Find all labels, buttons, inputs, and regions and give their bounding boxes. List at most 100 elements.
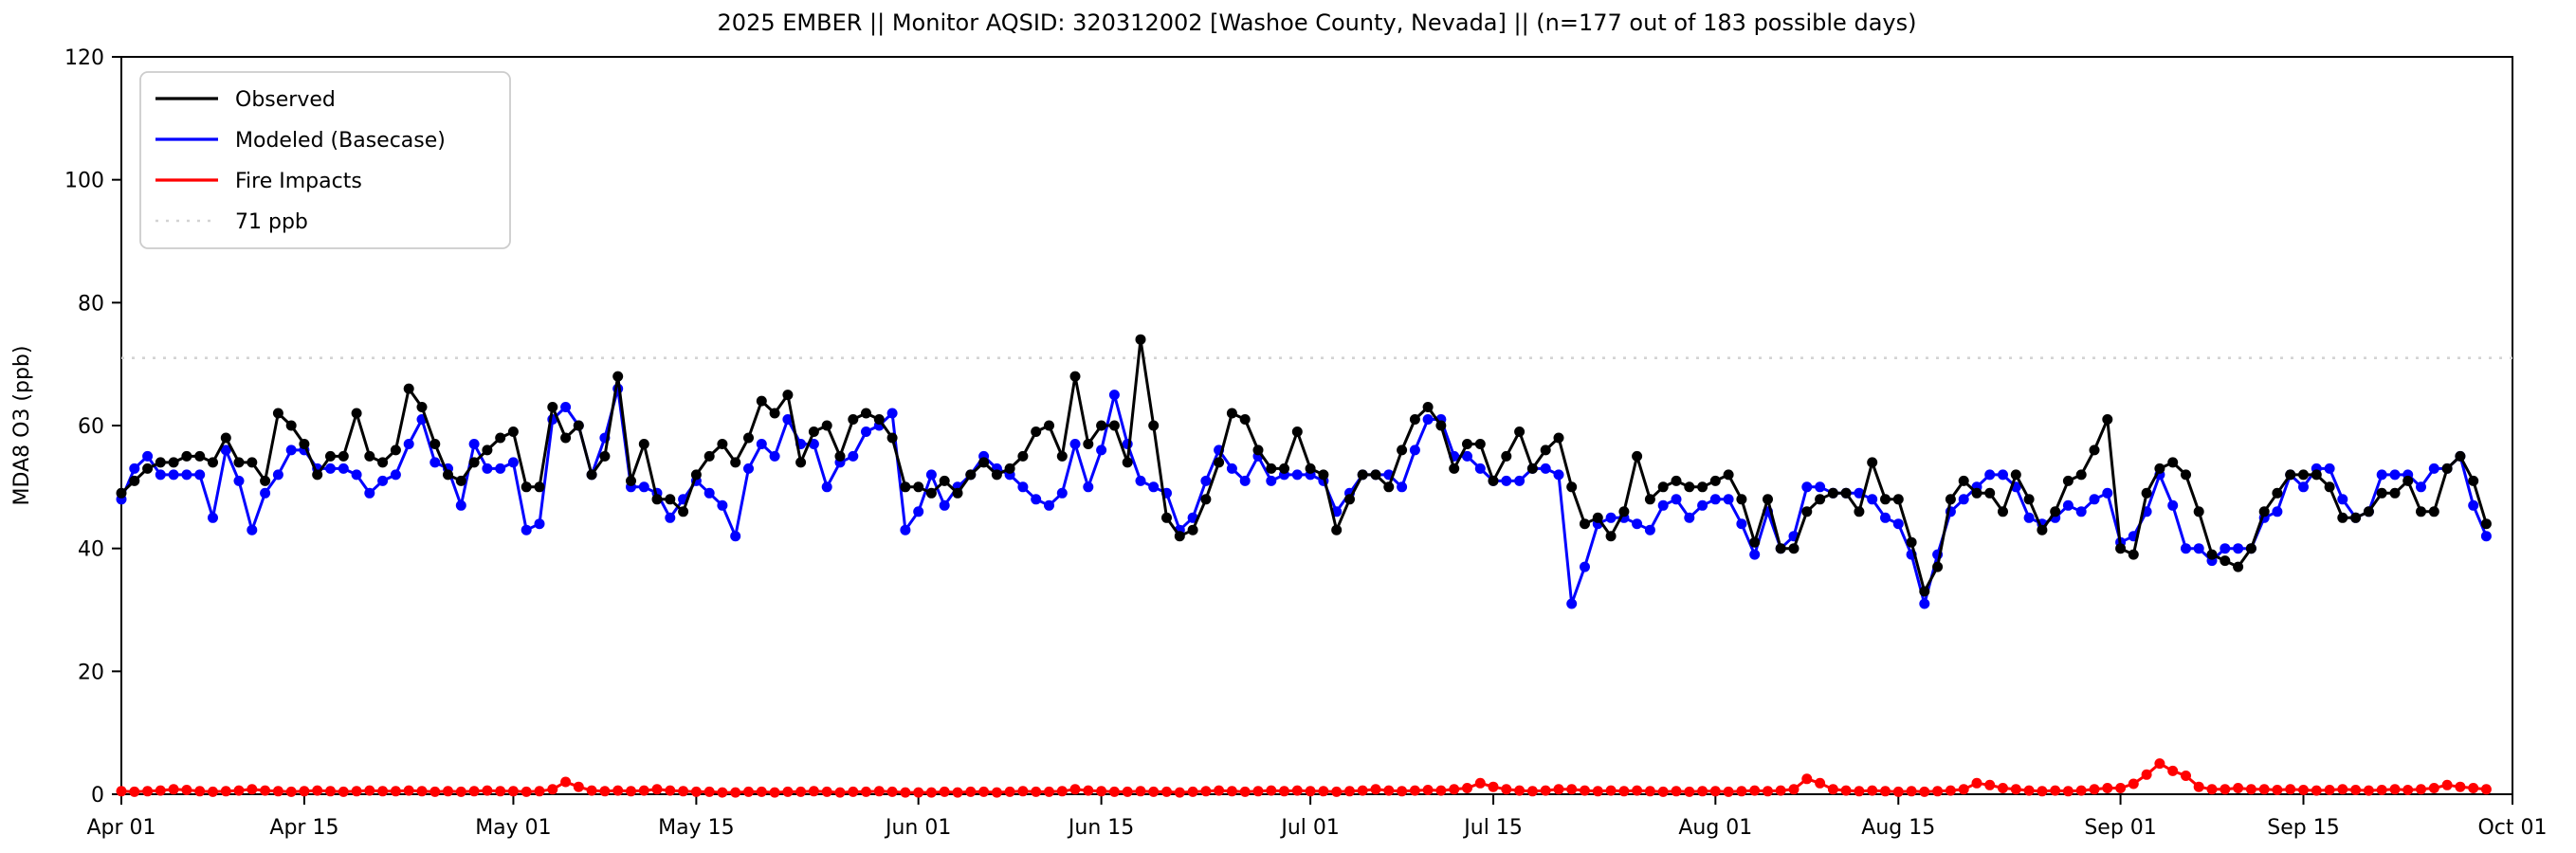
data-point <box>194 786 206 797</box>
data-point <box>2062 786 2074 797</box>
data-point <box>2075 469 2087 481</box>
data-point <box>1945 785 1956 796</box>
data-point <box>1736 518 1747 530</box>
data-point <box>1122 457 1133 468</box>
data-point <box>429 439 441 449</box>
data-point <box>638 785 649 796</box>
legend-label: Modeled (Basecase) <box>235 129 446 153</box>
series-line <box>119 387 2488 606</box>
data-point <box>1540 785 1551 796</box>
data-point <box>1723 786 1734 797</box>
data-point <box>2023 785 2035 796</box>
data-point <box>272 786 283 797</box>
data-point <box>925 469 937 481</box>
data-point <box>468 439 480 449</box>
data-point <box>861 408 871 419</box>
data-point <box>521 786 532 797</box>
x-tick-label: Jun 15 <box>1067 816 1134 840</box>
data-point <box>651 784 663 795</box>
data-point <box>2075 506 2087 517</box>
data-point <box>2416 784 2426 795</box>
data-point <box>351 786 362 797</box>
data-point <box>2023 512 2035 523</box>
data-point <box>886 432 898 444</box>
data-point <box>233 785 245 796</box>
data-point <box>547 402 558 412</box>
data-point <box>1488 475 1499 486</box>
data-point <box>2363 506 2374 517</box>
data-point <box>1161 786 1172 797</box>
data-point <box>1344 494 1355 505</box>
data-point <box>2272 506 2283 517</box>
data-point <box>403 439 414 449</box>
data-point <box>1945 494 1956 505</box>
data-point <box>247 524 258 535</box>
data-point <box>129 475 140 486</box>
data-point <box>181 785 192 795</box>
data-point <box>168 784 179 795</box>
data-point <box>1984 487 1996 499</box>
data-point <box>2416 481 2426 493</box>
data-point <box>1880 512 1891 523</box>
data-point <box>1919 598 1930 609</box>
data-point <box>1801 773 1813 785</box>
data-point <box>1657 481 1669 493</box>
data-point <box>1763 786 1773 797</box>
data-point <box>455 786 466 797</box>
data-point <box>978 786 990 797</box>
data-point <box>1684 786 1695 797</box>
data-point <box>1723 469 1734 481</box>
data-point <box>1344 786 1355 797</box>
data-point <box>1932 561 1944 572</box>
data-point <box>247 784 258 795</box>
data-point <box>1291 426 1303 437</box>
data-point <box>142 450 154 462</box>
data-point <box>1632 785 1643 796</box>
x-tick-label: Jul 01 <box>1279 816 1340 840</box>
data-point <box>1239 475 1251 486</box>
data-point <box>586 785 597 796</box>
data-point <box>2416 506 2426 517</box>
x-tick-label: May 15 <box>658 816 734 840</box>
data-point <box>991 787 1002 798</box>
legend-label: 71 ppb <box>235 210 308 234</box>
data-point <box>834 787 846 798</box>
data-point <box>1971 777 1982 789</box>
data-point <box>1031 494 1042 505</box>
data-point <box>1135 475 1146 486</box>
data-point <box>2233 783 2244 793</box>
data-point <box>1069 784 1081 795</box>
data-point <box>455 475 466 486</box>
data-point <box>1697 481 1708 493</box>
data-point <box>1305 786 1316 797</box>
data-point <box>1657 786 1669 797</box>
data-point <box>1632 450 1643 462</box>
data-point <box>299 439 310 449</box>
data-point <box>1017 786 1029 797</box>
data-point <box>521 524 532 535</box>
data-point <box>900 481 911 493</box>
data-point <box>756 395 767 407</box>
data-point <box>560 432 572 444</box>
data-point <box>534 481 545 493</box>
data-point <box>285 445 297 456</box>
data-point <box>2272 785 2283 795</box>
data-point <box>1422 785 1434 795</box>
data-point <box>913 481 924 493</box>
data-point <box>2337 494 2348 505</box>
data-point <box>2050 785 2061 796</box>
data-point <box>1801 481 1813 493</box>
data-point <box>1618 506 1630 517</box>
data-point <box>1880 494 1891 505</box>
data-point <box>1671 494 1682 505</box>
data-point <box>208 457 218 468</box>
data-point <box>1200 786 1212 797</box>
data-point <box>1749 785 1761 796</box>
data-point <box>626 786 636 797</box>
data-point <box>1749 536 1761 548</box>
data-point <box>939 499 950 511</box>
data-point <box>886 786 898 797</box>
data-point <box>2468 475 2479 486</box>
data-point <box>272 469 283 481</box>
y-tick-label: 100 <box>64 170 104 193</box>
